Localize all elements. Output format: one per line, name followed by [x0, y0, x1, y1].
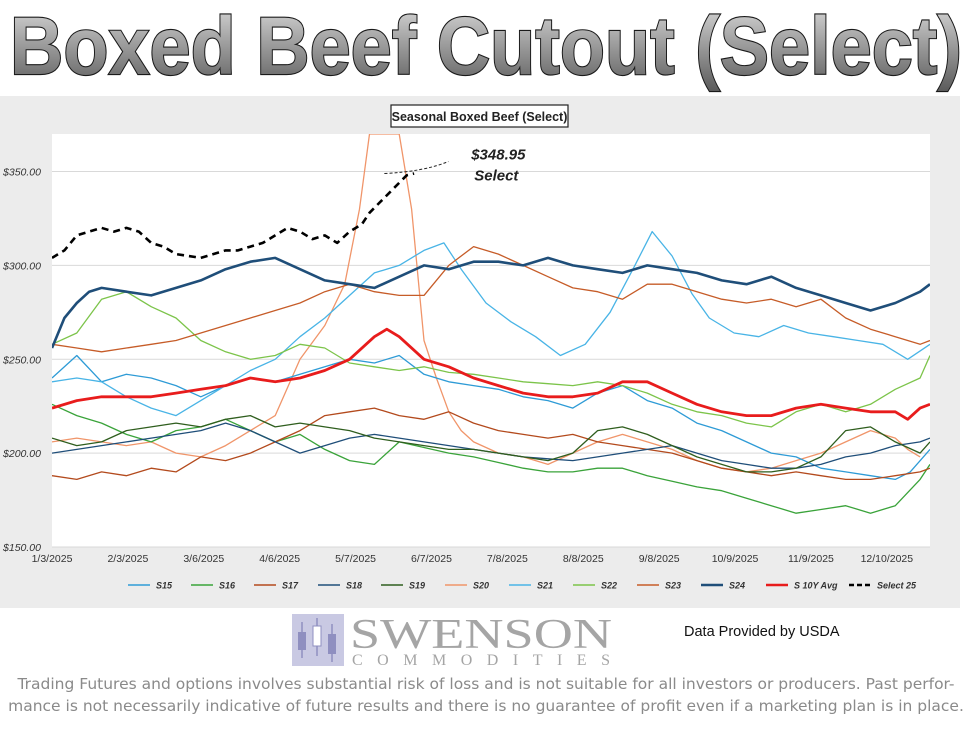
legend-item-select-25: Select 25 — [849, 581, 917, 591]
legend-item-s16: S16 — [191, 581, 236, 591]
legend-item-s20: S20 — [445, 581, 489, 591]
series-line-select-25 — [52, 172, 415, 260]
series-line-s15 — [52, 354, 930, 481]
annotation-label: Select — [474, 168, 519, 185]
price-annotation: $348.95 Select — [384, 147, 526, 185]
swenson-logo: SWENSON COMMODITIES — [292, 612, 612, 668]
banner-title-text: Boxed Beef Cutout (Select) — [10, 1, 962, 92]
chart-title-box: Seasonal Boxed Beef (Select) — [390, 104, 569, 128]
x-tick-label: 8/8/2025 — [563, 553, 604, 565]
series-line-s-10y-avg — [52, 327, 930, 421]
annotation-price: $348.95 — [470, 147, 526, 164]
series-line-s21 — [52, 230, 930, 417]
legend-label: S21 — [537, 581, 553, 591]
legend-item-s21: S21 — [509, 581, 553, 591]
legend-label: S16 — [219, 581, 236, 591]
y-axis-tick-labels: $150.00 $200.00 $250.00 $300.00 $350.00 — [2, 167, 41, 554]
risk-disclaimer: Trading Futures and options involves sub… — [8, 673, 964, 717]
series-line-s20 — [52, 134, 921, 473]
y-tick-label: $350.00 — [2, 167, 41, 179]
legend-label: S18 — [346, 581, 362, 591]
annotation-leader-line — [384, 161, 449, 175]
banner-title: Boxed Beef Cutout (Select) — [9, 0, 963, 93]
plot-area — [52, 134, 930, 547]
seasonal-line-chart: $150.00 $200.00 $250.00 $300.00 $350.00 1/3/… — [2, 104, 930, 591]
candlestick-icon — [292, 614, 344, 666]
legend-item-s15: S15 — [128, 581, 173, 591]
disclaimer-line-1: Trading Futures and options involves sub… — [17, 675, 955, 693]
y-tick-label: $300.00 — [2, 260, 41, 272]
legend-label: S19 — [409, 581, 425, 591]
legend-label: S15 — [156, 581, 173, 591]
legend-item-s17: S17 — [254, 581, 299, 591]
legend-item-s-10y-avg: S 10Y Avg — [766, 581, 838, 591]
legend-label: S20 — [473, 581, 489, 591]
y-tick-label: $200.00 — [2, 448, 41, 460]
x-axis-tick-labels: 1/3/2025 2/3/2025 3/6/2025 4/6/2025 5/7/2025… — [32, 553, 914, 565]
x-tick-label: 11/9/2025 — [788, 553, 834, 565]
legend-label: S17 — [282, 581, 299, 591]
chart-legend: S15 S16 S17 S18 S19 S20 S21 S22 S23 S24 S 10Y Avg S… — [128, 581, 917, 591]
x-tick-label: 5/7/2025 — [335, 553, 376, 565]
chart-title: Seasonal Boxed Beef (Select) — [392, 110, 568, 124]
series-line-s22 — [52, 291, 930, 428]
gridlines — [52, 171, 930, 548]
series-line-s24 — [52, 256, 930, 349]
legend-label: Select 25 — [877, 581, 917, 591]
data-credit: Data Provided by USDA — [684, 624, 840, 640]
chart-container: $150.00 $200.00 $250.00 $300.00 $350.00 1/3/… — [0, 96, 960, 608]
legend-label: S22 — [601, 581, 617, 591]
legend-label: S23 — [665, 581, 681, 591]
x-tick-label: 10/9/2025 — [712, 553, 759, 565]
x-tick-label: 2/3/2025 — [107, 553, 148, 565]
x-tick-label: 3/6/2025 — [183, 553, 224, 565]
series-line-s23 — [52, 245, 930, 353]
legend-item-s23: S23 — [637, 581, 681, 591]
x-tick-label: 1/3/2025 — [32, 553, 73, 565]
legend-label: S 10Y Avg — [794, 581, 838, 591]
legend-item-s24: S24 — [701, 581, 745, 591]
x-tick-label: 12/10/2025 — [861, 553, 914, 565]
logo-word: SWENSON — [350, 612, 612, 658]
series-lines — [52, 134, 930, 514]
y-tick-label: $250.00 — [2, 354, 41, 366]
y-tick-label: $150.00 — [2, 542, 41, 554]
legend-item-s22: S22 — [573, 581, 617, 591]
x-tick-label: 4/6/2025 — [259, 553, 300, 565]
legend-item-s18: S18 — [318, 581, 362, 591]
legend-label: S24 — [729, 581, 745, 591]
series-line-s17 — [52, 407, 930, 481]
series-line-s19 — [52, 414, 930, 473]
x-tick-label: 6/7/2025 — [411, 553, 452, 565]
legend-item-s19: S19 — [381, 581, 425, 591]
x-tick-label: 7/8/2025 — [487, 553, 528, 565]
x-tick-label: 9/8/2025 — [639, 553, 680, 565]
disclaimer-line-2: mance is not necessarily indicative of f… — [8, 697, 964, 715]
